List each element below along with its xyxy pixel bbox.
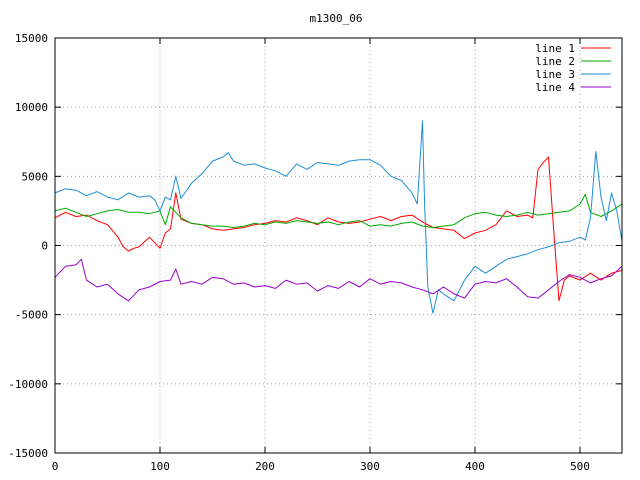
y-tick-label: 0	[41, 240, 48, 253]
series-line-3	[54, 120, 623, 314]
y-tick-label: -5000	[15, 309, 48, 322]
chart-title: m1300_06	[310, 12, 363, 25]
y-tick-label: 10000	[15, 101, 48, 114]
x-tick-label: 400	[465, 460, 485, 473]
series-line-4	[54, 258, 623, 302]
x-tick-label: 300	[360, 460, 380, 473]
x-tick-label: 200	[255, 460, 275, 473]
legend-label-1: line 1	[535, 42, 575, 55]
y-tick-label: -10000	[8, 378, 48, 391]
y-tick-label: -15000	[8, 447, 48, 460]
grid-layer	[55, 38, 622, 453]
y-tick-label: 5000	[22, 170, 49, 183]
y-tick-label: 15000	[15, 32, 48, 45]
legend-label-4: line 4	[535, 81, 575, 94]
x-tick-label: 0	[52, 460, 59, 473]
series-line-2	[54, 193, 623, 228]
legend-label-3: line 3	[535, 68, 575, 81]
x-tick-label: 100	[150, 460, 170, 473]
plot-frame	[54, 37, 623, 454]
x-tick-label: 500	[570, 460, 590, 473]
series-layer	[54, 120, 623, 314]
legend-label-2: line 2	[535, 55, 575, 68]
series-line-1	[54, 156, 623, 302]
